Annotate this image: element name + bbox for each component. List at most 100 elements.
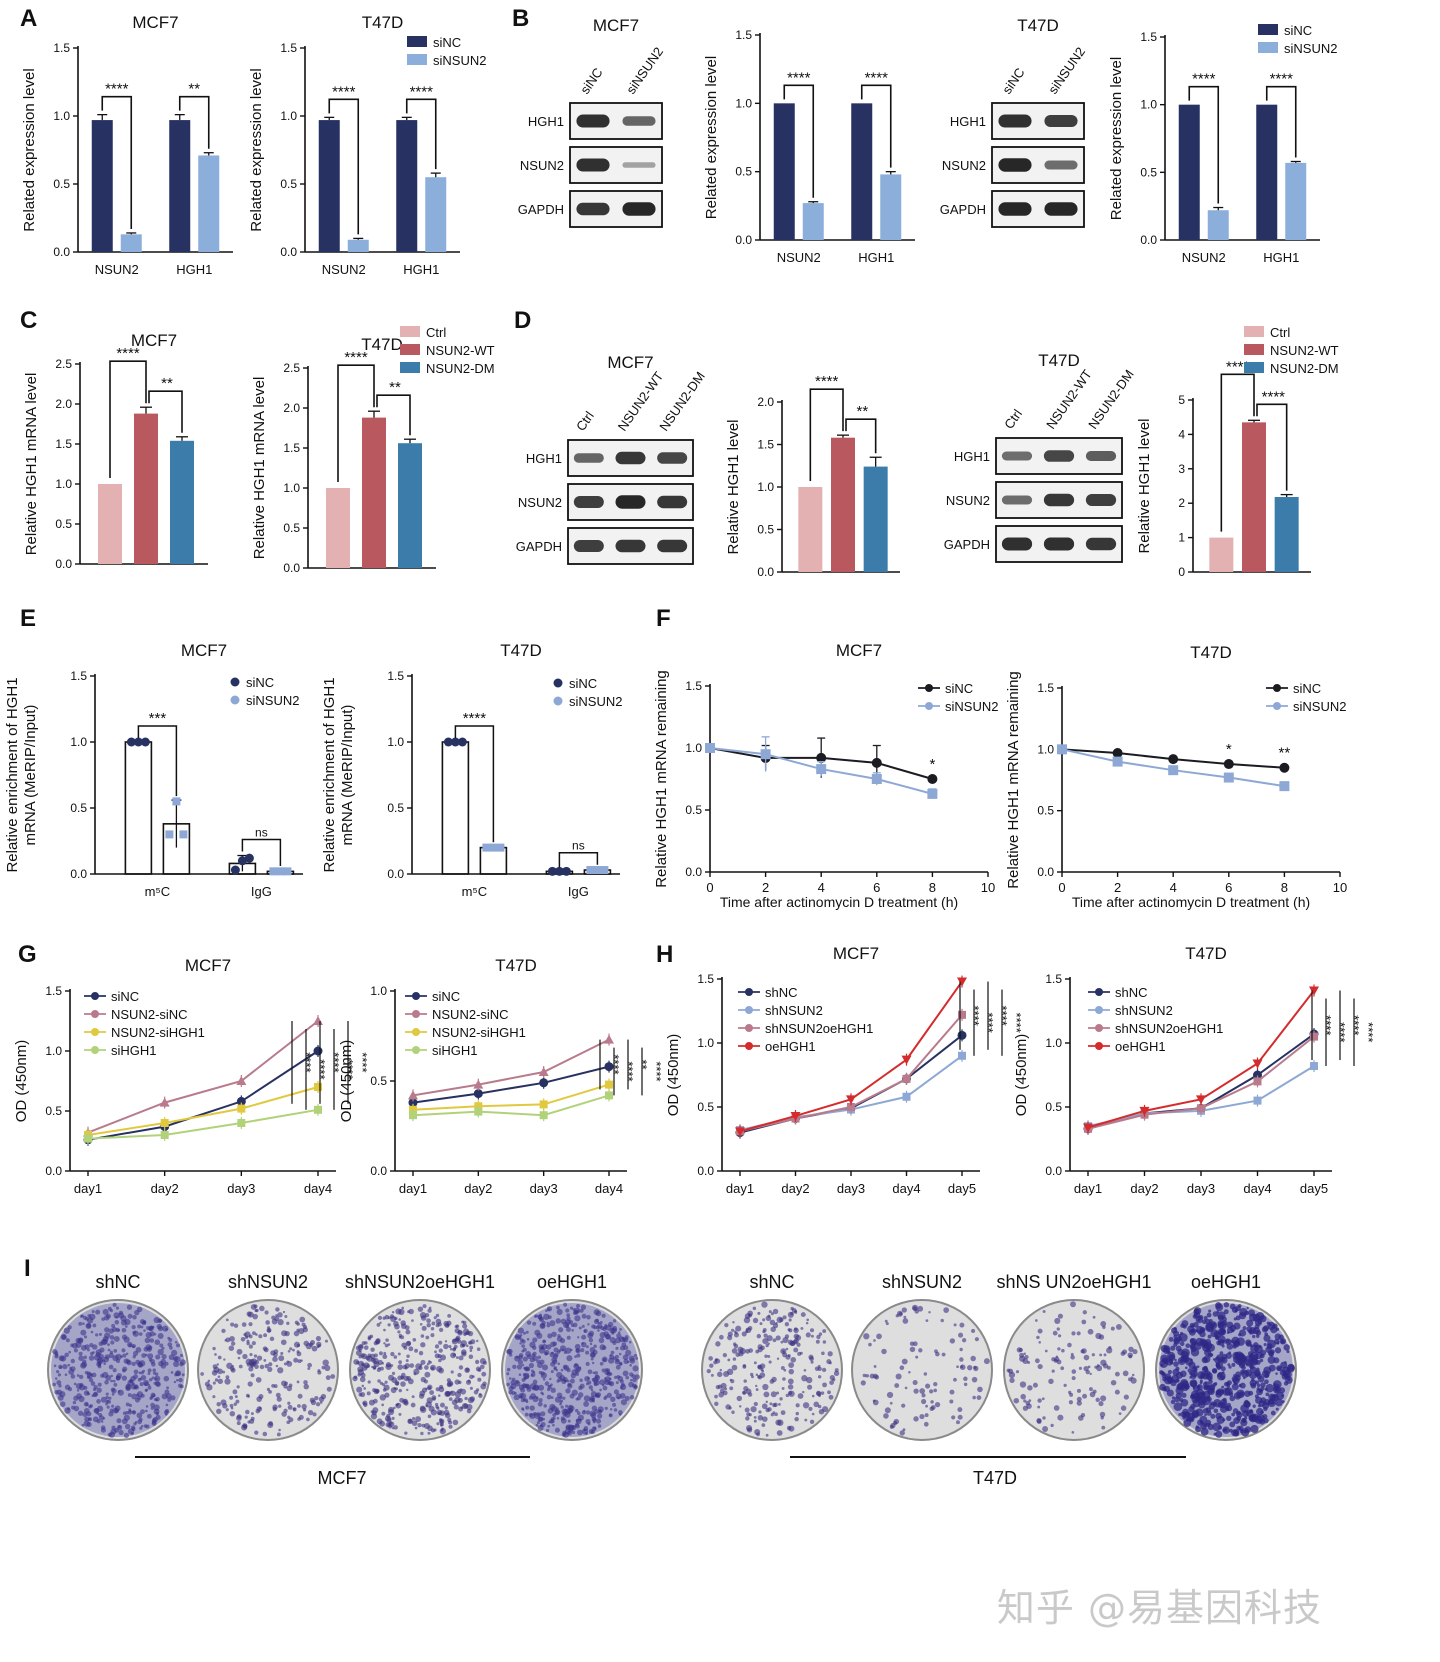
colony: [97, 1364, 102, 1369]
colony: [422, 1304, 427, 1309]
legend-swatch: [1244, 344, 1264, 355]
colony: [1071, 1331, 1076, 1336]
y-tick-label: 0.5: [55, 517, 72, 531]
colony: [453, 1344, 458, 1349]
y-tick-label: 2.0: [55, 397, 72, 411]
data-point: [473, 1089, 483, 1099]
colony: [123, 1414, 130, 1421]
colony: [895, 1373, 902, 1380]
colony: [299, 1316, 306, 1323]
blot-row-label: GAPDH: [518, 202, 564, 217]
colony: [799, 1351, 803, 1355]
colony: [149, 1338, 155, 1343]
x-tick-label: day1: [726, 1181, 754, 1196]
colony: [367, 1380, 371, 1384]
colony: [100, 1420, 104, 1423]
significance-bracket: [137, 725, 178, 797]
colony: [254, 1364, 259, 1370]
colony: [359, 1376, 366, 1383]
colony: [72, 1342, 78, 1349]
colony: [427, 1308, 432, 1313]
colony: [550, 1370, 554, 1374]
colony: [273, 1384, 278, 1389]
data-point: [593, 866, 602, 875]
y-tick-label: 1.0: [387, 735, 404, 749]
colony: [761, 1423, 766, 1427]
data-point: [605, 1080, 613, 1089]
colony: [453, 1404, 459, 1410]
colony: [983, 1358, 990, 1365]
colony: [379, 1321, 382, 1325]
colony: [809, 1328, 815, 1333]
colony: [373, 1353, 378, 1358]
blot-band: [622, 202, 656, 216]
colony: [266, 1327, 272, 1333]
colony: [1100, 1320, 1107, 1327]
y-tick-label: 1.0: [757, 480, 774, 494]
x-tick-label: 6: [873, 880, 880, 895]
y-tick-label: 3: [1178, 462, 1185, 476]
bar: [1207, 210, 1229, 240]
colony: [439, 1384, 444, 1389]
colony: [806, 1318, 810, 1322]
colony: [136, 1412, 143, 1419]
colony: [82, 1315, 88, 1320]
colony: [468, 1354, 474, 1360]
colony: [746, 1425, 753, 1432]
legend-marker: [91, 992, 99, 1000]
colony: [125, 1386, 131, 1391]
colony: [77, 1410, 84, 1416]
colony: [281, 1330, 288, 1337]
colony: [319, 1401, 323, 1404]
colony: [90, 1330, 94, 1334]
y-tick-label: 1.5: [387, 669, 404, 683]
colony: [101, 1317, 105, 1321]
colony: [128, 1379, 133, 1384]
x-tick-label: m⁵C: [145, 884, 171, 899]
colony: [83, 1390, 90, 1396]
significance-label: ****: [1361, 1022, 1376, 1042]
colony: [275, 1314, 278, 1317]
x-tick-label: day3: [227, 1181, 255, 1196]
colony: [750, 1406, 757, 1413]
colony: [761, 1403, 768, 1410]
y-tick-label: 1.5: [283, 441, 300, 455]
group-label: T47D: [973, 1468, 1017, 1488]
data-point: [1223, 759, 1234, 770]
colony: [255, 1333, 258, 1336]
colony: [118, 1312, 125, 1319]
colony: [102, 1356, 110, 1363]
colony: [424, 1371, 431, 1378]
colony: [802, 1402, 810, 1409]
panel-letter: E: [20, 605, 36, 632]
colony: [178, 1383, 183, 1388]
colony: [113, 1335, 120, 1342]
colony: [110, 1428, 117, 1435]
colony: [881, 1348, 887, 1355]
colony: [1037, 1328, 1043, 1334]
colony: [457, 1372, 462, 1378]
colony: [1122, 1370, 1129, 1377]
colony: [528, 1362, 535, 1369]
blot-row-label: HGH1: [528, 114, 564, 129]
colony: [326, 1386, 332, 1392]
colony: [886, 1391, 894, 1399]
colony: [395, 1381, 400, 1386]
significance-label: ****: [1009, 1013, 1024, 1033]
colony: [364, 1341, 368, 1345]
colony: [140, 1424, 144, 1428]
y-tick-label: 1.0: [53, 109, 70, 123]
y-axis-title: Relative HGH1 mRNA remaining: [653, 670, 670, 888]
colony: [138, 1371, 142, 1375]
colony: [516, 1364, 523, 1370]
colony: [307, 1367, 311, 1371]
colony: [963, 1376, 968, 1382]
colony: [560, 1368, 564, 1372]
colony: [590, 1357, 594, 1361]
colony: [425, 1335, 430, 1340]
colony: [757, 1311, 761, 1315]
colony: [970, 1328, 976, 1334]
colony: [302, 1325, 308, 1330]
colony: [462, 1323, 468, 1329]
series-line: [412, 1083, 610, 1111]
